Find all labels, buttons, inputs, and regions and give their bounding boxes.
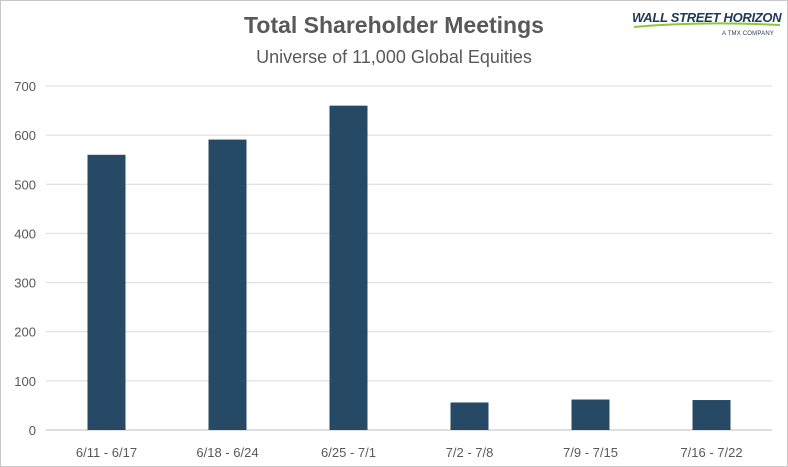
wall-street-horizon-logo: WALL STREET HORIZON A TMX COMPANY — [632, 10, 782, 46]
bar — [692, 400, 731, 430]
logo-tagline: A TMX COMPANY — [722, 31, 775, 37]
x-tick-label: 6/18 - 6/24 — [196, 445, 258, 460]
logo-wordmark: WALL STREET HORIZON — [632, 10, 782, 25]
bar — [571, 399, 610, 430]
x-tick-label: 6/25 - 7/1 — [321, 445, 376, 460]
bar — [329, 105, 368, 431]
y-tick-label: 400 — [14, 226, 36, 241]
x-tick-label: 7/16 - 7/22 — [680, 445, 742, 460]
x-tick-label: 7/2 - 7/8 — [446, 445, 494, 460]
chart-subtitle: Universe of 11,000 Global Equities — [256, 47, 532, 67]
bar — [208, 139, 247, 430]
x-tick-label: 6/11 - 6/17 — [76, 445, 137, 460]
y-tick-label: 0 — [29, 423, 36, 438]
logo-swoosh-icon — [633, 22, 781, 28]
bar — [450, 402, 489, 430]
y-tick-label: 500 — [14, 177, 36, 192]
y-tick-label: 200 — [14, 325, 36, 340]
y-tick-label: 100 — [14, 374, 36, 389]
x-tick-label: 7/9 - 7/15 — [563, 445, 618, 460]
y-tick-label: 300 — [14, 276, 36, 291]
y-tick-label: 600 — [14, 128, 36, 143]
y-tick-label: 700 — [14, 79, 36, 94]
chart-title: Total Shareholder Meetings — [244, 12, 544, 38]
bar — [87, 154, 126, 431]
